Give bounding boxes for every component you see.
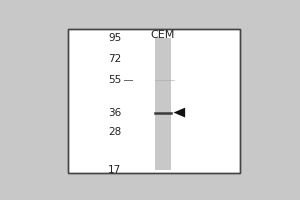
Text: CEM: CEM [151,30,175,40]
Polygon shape [173,108,185,117]
Text: 36: 36 [108,108,121,118]
FancyBboxPatch shape [155,38,171,170]
FancyBboxPatch shape [68,29,240,173]
Text: 17: 17 [108,165,121,175]
Text: 28: 28 [108,127,121,137]
Text: 95: 95 [108,33,121,43]
Text: 55: 55 [108,75,121,85]
Text: 72: 72 [108,54,121,64]
